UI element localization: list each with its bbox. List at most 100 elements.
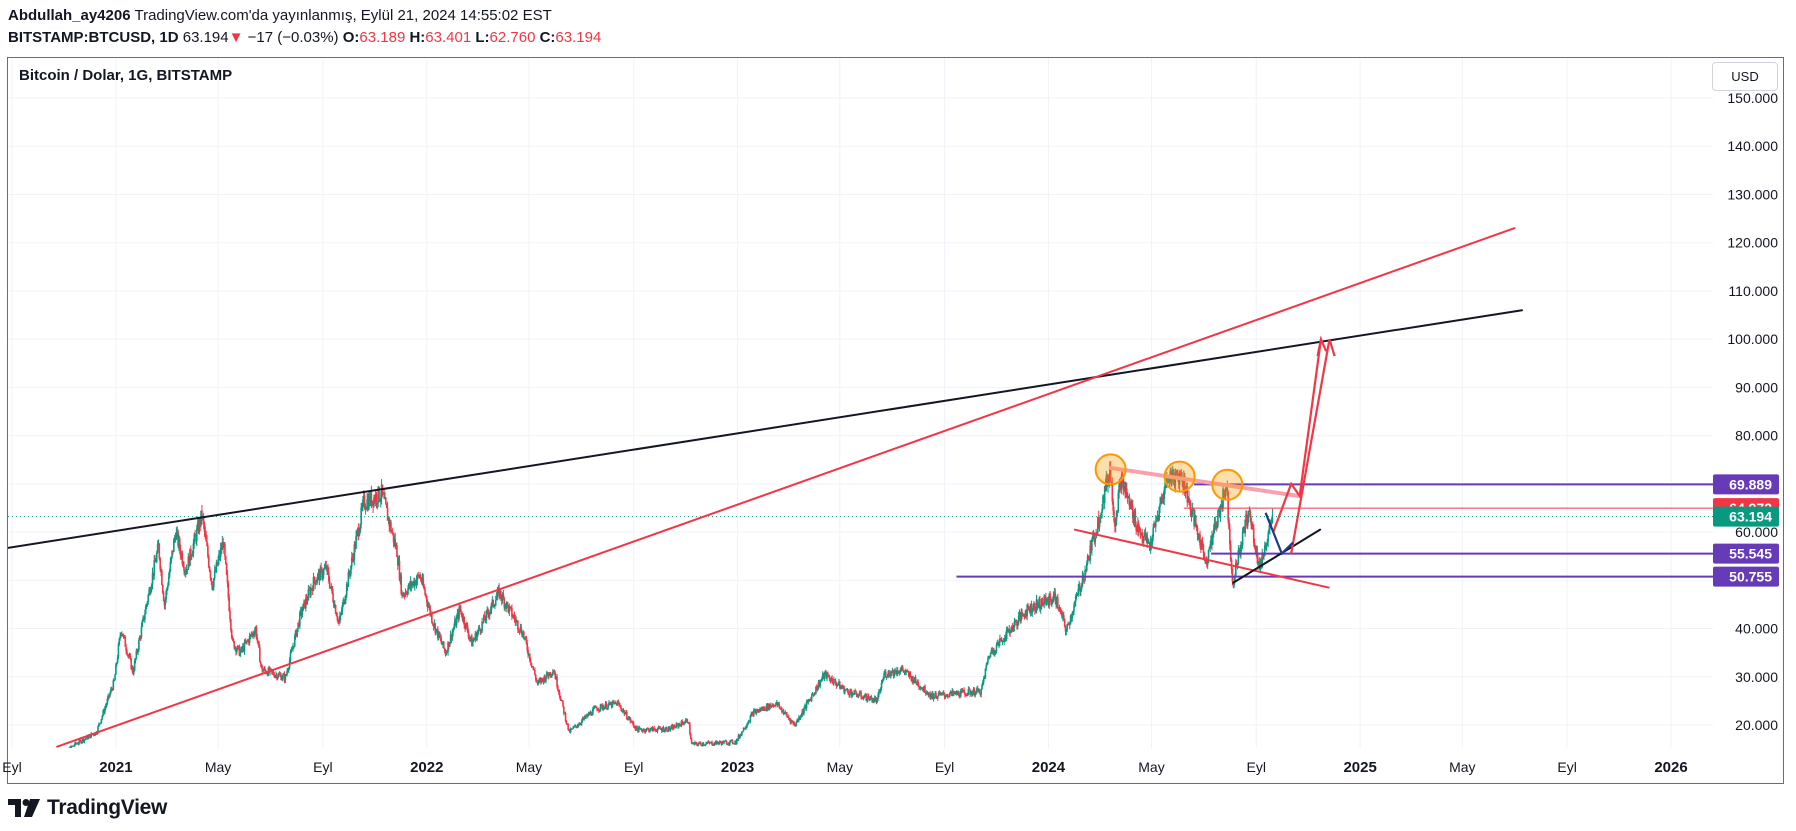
candle-body <box>1167 481 1170 483</box>
candle-body <box>129 656 132 659</box>
candle-body <box>649 730 651 732</box>
candle-body <box>1249 510 1252 518</box>
candle-body <box>1089 545 1091 561</box>
candle-body <box>962 689 965 691</box>
candle-body <box>787 716 790 719</box>
candle-body <box>759 708 762 710</box>
candle-body <box>1263 545 1266 556</box>
candle-body <box>414 580 417 585</box>
candle-body <box>1014 621 1017 623</box>
candle-body <box>139 636 142 638</box>
candle-body <box>813 692 816 695</box>
candle-body <box>300 609 303 615</box>
candle-body <box>242 646 245 652</box>
candle-body <box>579 723 581 725</box>
candle-body <box>773 704 776 706</box>
candle-body <box>701 744 703 746</box>
candle-body <box>1217 510 1220 512</box>
candle-body <box>1212 534 1214 545</box>
candle-body <box>796 719 799 723</box>
symbol-info: BITSTAMP:BTCUSD, 1D 63.194▼ −17 (−0.03%)… <box>8 29 601 46</box>
candle-body <box>737 735 740 740</box>
candle-body <box>1096 532 1098 534</box>
candle-body <box>706 741 709 743</box>
candle-body <box>125 646 127 651</box>
candle-body <box>569 729 572 733</box>
candle-body <box>132 670 135 674</box>
candle-body <box>1231 569 1234 582</box>
candle-body <box>798 716 800 721</box>
candle-body <box>732 743 735 745</box>
candle-body <box>228 597 230 611</box>
candle-body <box>465 623 467 629</box>
candle-body <box>645 728 648 731</box>
candle-body <box>413 581 415 587</box>
candle-body <box>111 689 114 691</box>
price-tag-bg-0 <box>1713 474 1779 495</box>
candle-body <box>896 669 899 674</box>
candle-body <box>480 630 483 632</box>
candle-body <box>448 642 450 647</box>
candle-body <box>116 657 119 663</box>
candle-body <box>1153 526 1155 528</box>
candle-body <box>240 647 242 652</box>
x-tick-label: Eyl <box>2 759 21 775</box>
candle-body <box>152 572 155 576</box>
candle-body <box>833 679 835 685</box>
candle-body <box>997 641 1000 646</box>
candle-body <box>614 702 616 704</box>
candle-body <box>419 575 422 581</box>
candle-body <box>84 738 87 740</box>
candle-body <box>1015 620 1017 622</box>
candle-body <box>1194 516 1196 526</box>
chart-frame[interactable] <box>7 57 1784 784</box>
candle-body <box>603 706 605 710</box>
candle-body <box>236 649 238 653</box>
candle-body <box>731 740 734 744</box>
candle-body <box>466 625 469 633</box>
candle-body <box>1018 613 1021 616</box>
candle-body <box>638 727 640 733</box>
candle-body <box>1022 614 1025 617</box>
candle-body <box>661 729 663 732</box>
candle-body <box>151 572 154 585</box>
candle-body <box>1113 510 1115 522</box>
candle-body <box>181 553 184 564</box>
candle-body <box>990 650 993 654</box>
candle-body <box>1030 603 1033 613</box>
candle-body <box>187 556 190 570</box>
candle-body <box>1214 522 1217 525</box>
y-tick-label: 30.000 <box>1735 669 1778 685</box>
candle-body <box>189 548 191 566</box>
tradingview-logo[interactable]: TradingView <box>8 795 167 821</box>
candle-body <box>894 669 896 673</box>
candle-body <box>1168 480 1171 482</box>
candle-body <box>1048 593 1051 606</box>
change-text: −17 (−0.03%) <box>247 29 339 46</box>
candle-body <box>633 726 636 728</box>
candle-body <box>560 699 563 701</box>
candle-body <box>416 574 419 581</box>
currency-button[interactable]: USD <box>1712 62 1778 91</box>
candle-body <box>601 705 603 709</box>
candle-body <box>1038 599 1040 605</box>
candle-body <box>924 685 926 693</box>
candle-body <box>914 677 917 682</box>
candle-body <box>1251 524 1253 526</box>
candle-body <box>316 580 318 583</box>
candle-body <box>528 653 531 661</box>
candle-body <box>856 695 859 697</box>
candle-body <box>890 671 892 677</box>
candle-body <box>755 710 758 714</box>
candle-body <box>154 560 156 562</box>
candle-body <box>162 592 165 601</box>
candle-body <box>484 620 487 622</box>
candle-body <box>232 639 235 642</box>
candle-body <box>321 568 323 578</box>
candle-body <box>511 607 513 617</box>
candle-body <box>99 722 102 724</box>
candle-body <box>122 635 125 637</box>
candle-body <box>142 616 144 622</box>
candle-body <box>666 731 669 733</box>
